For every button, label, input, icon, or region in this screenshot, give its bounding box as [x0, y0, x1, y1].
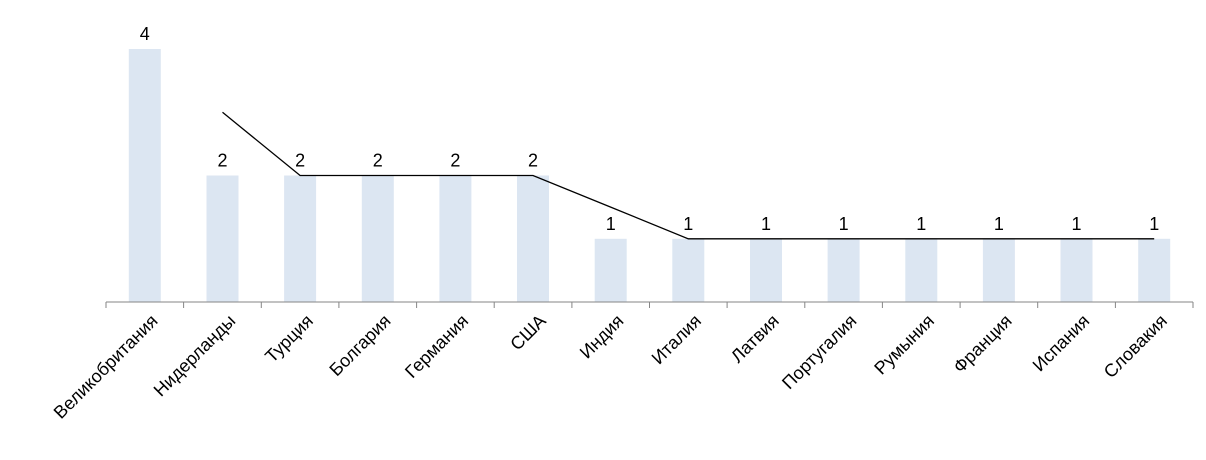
bar-1: [128, 49, 161, 302]
bar-2: [206, 175, 239, 302]
data-label-5: 2: [450, 151, 460, 171]
bar-13: [1060, 238, 1093, 303]
bar-8: [672, 238, 705, 303]
bar-5: [439, 175, 472, 302]
data-label-2: 2: [217, 151, 227, 171]
data-labels-layer: 4 2 2 2 2 2 1 1 1 1 1 1 1 1: [140, 24, 1159, 234]
data-label-13: 1: [1071, 214, 1081, 234]
bar-12: [982, 238, 1015, 303]
bar-9: [750, 238, 782, 303]
category-label-10: Португалия: [778, 311, 860, 393]
category-label-6: США: [506, 311, 549, 354]
bar-3: [284, 175, 317, 302]
category-label-1: Великобритания: [50, 311, 162, 423]
bar-4: [361, 175, 394, 302]
category-label-2: Нидерланды: [150, 311, 240, 401]
category-label-11: Румыния: [870, 311, 938, 379]
data-label-14: 1: [1149, 214, 1159, 234]
category-label-8: Италия: [648, 311, 705, 368]
bar-6: [517, 175, 549, 302]
category-label-12: Франция: [949, 311, 1015, 377]
category-label-5: Германия: [401, 311, 472, 382]
trendline-layer: [222, 111, 1155, 240]
data-label-9: 1: [761, 214, 771, 234]
data-label-6: 2: [528, 151, 538, 171]
category-label-7: Индия: [576, 311, 628, 363]
category-label-13: Испания: [1029, 311, 1094, 376]
data-label-12: 1: [994, 214, 1004, 234]
bar-10: [827, 238, 860, 303]
bars-layer: [128, 49, 1171, 303]
data-label-1: 4: [140, 24, 150, 44]
bar-11: [905, 238, 938, 303]
category-label-14: Словакия: [1100, 311, 1171, 382]
data-label-11: 1: [916, 214, 926, 234]
data-label-8: 1: [683, 214, 693, 234]
data-label-3: 2: [295, 151, 305, 171]
trendline: [222, 111, 1155, 240]
category-label-3: Турция: [261, 311, 317, 367]
data-label-4: 2: [373, 151, 383, 171]
category-label-9: Латвия: [727, 311, 783, 367]
category-label-4: Болгария: [325, 311, 394, 380]
data-label-7: 1: [606, 214, 616, 234]
bar-7: [594, 238, 627, 303]
x-axis: [105, 301, 1194, 308]
data-label-10: 1: [839, 214, 849, 234]
bar-14: [1138, 238, 1171, 303]
